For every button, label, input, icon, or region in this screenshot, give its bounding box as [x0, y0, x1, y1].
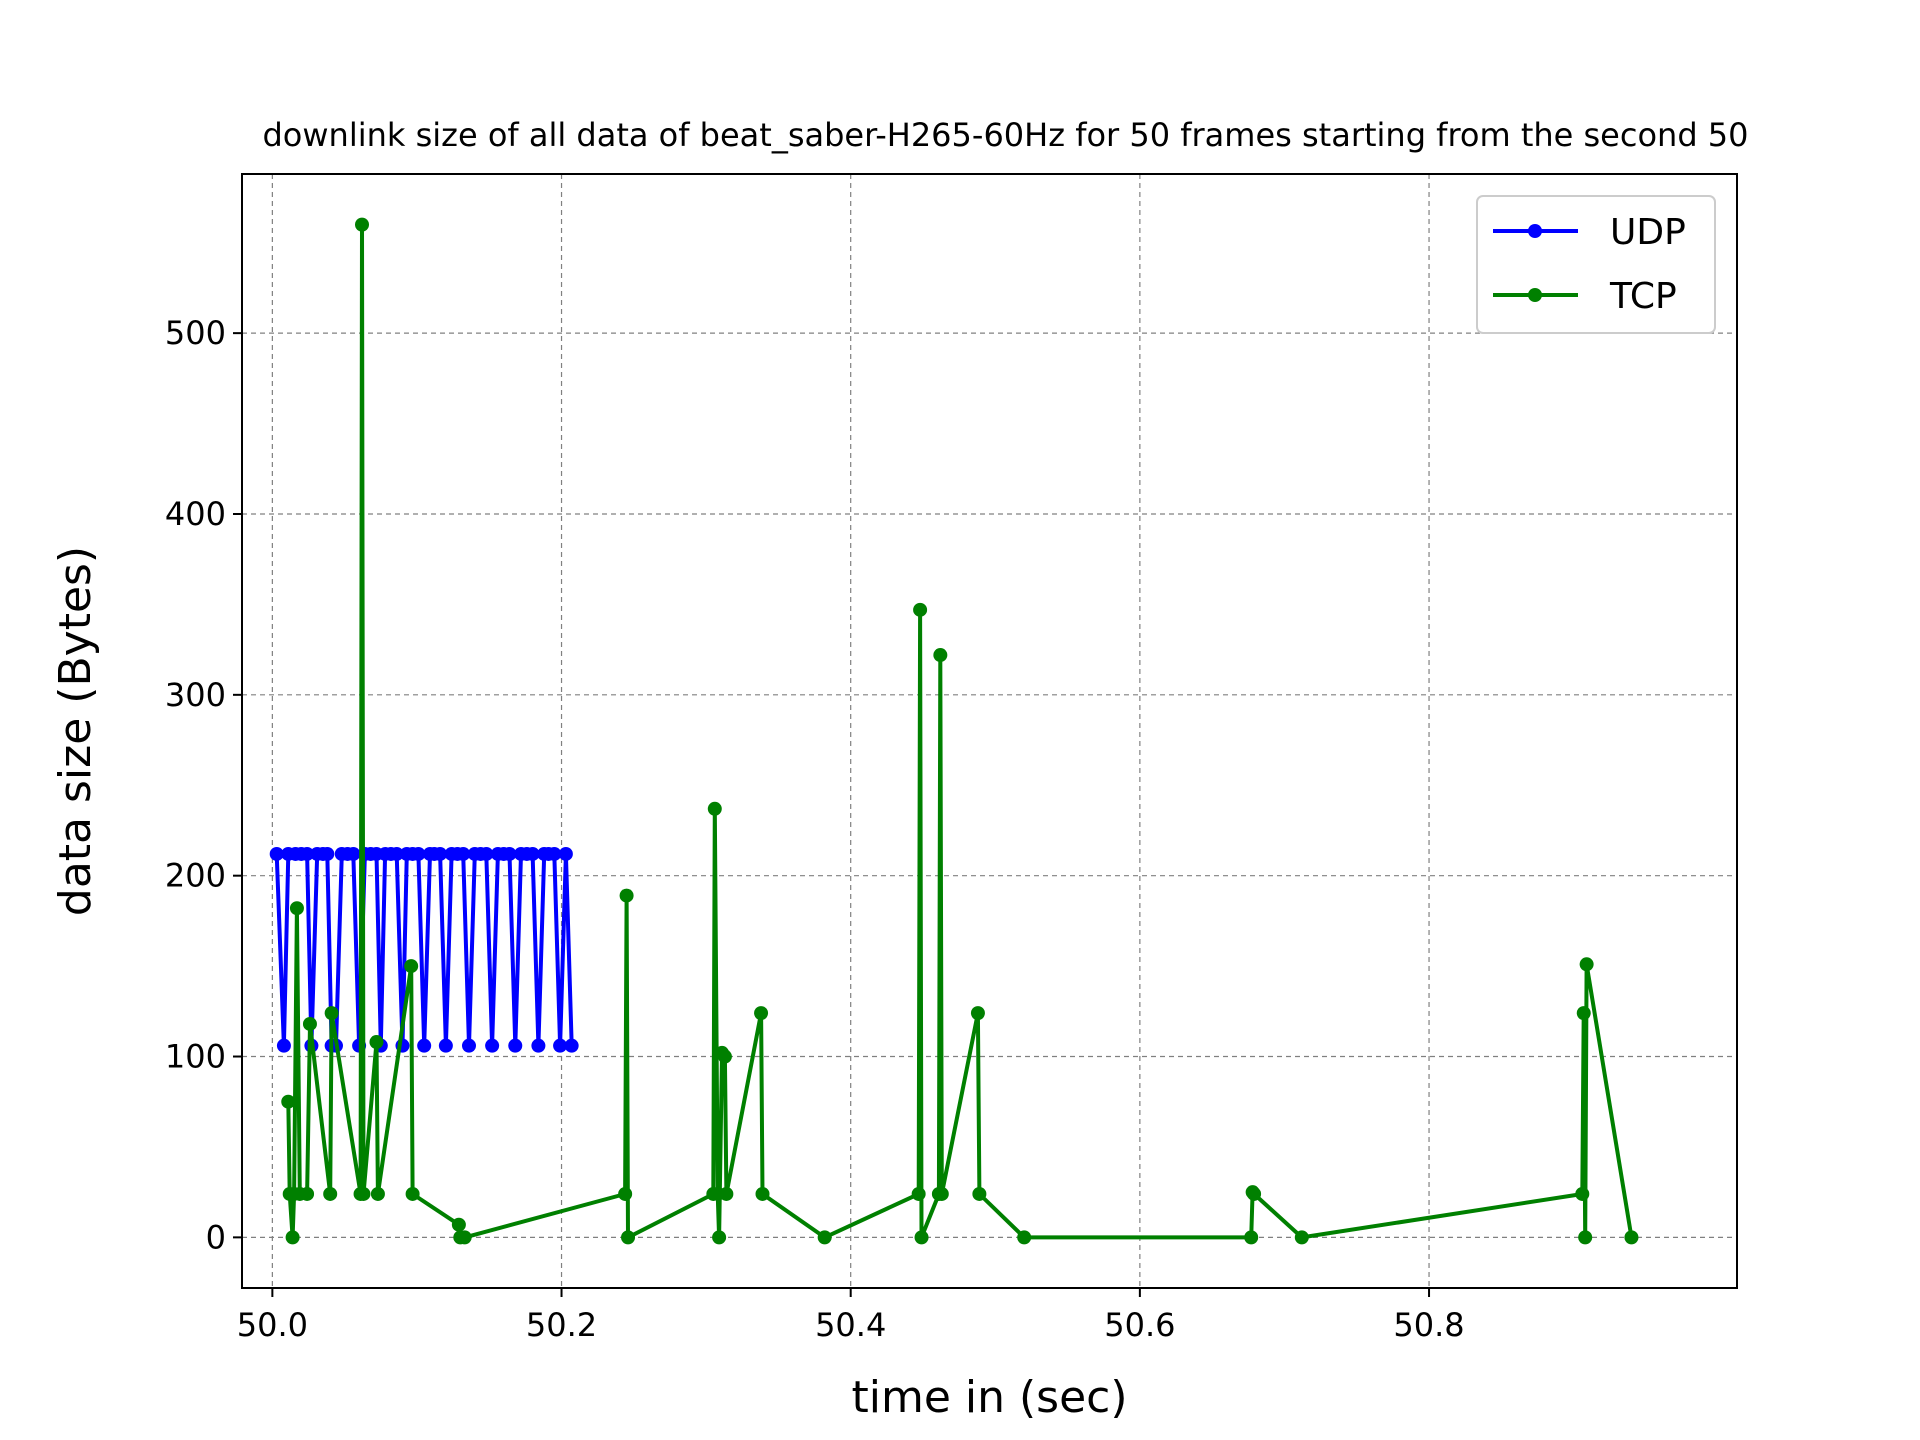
udp-point: [547, 846, 562, 861]
x-axis-label: time in (sec): [851, 1372, 1127, 1423]
legend-tcp-label: TCP: [1609, 276, 1677, 317]
udp-point: [320, 846, 335, 861]
udp-point: [438, 1038, 453, 1053]
tcp-point: [300, 1186, 315, 1201]
udp-point: [417, 1038, 432, 1053]
udp-point: [508, 1038, 523, 1053]
tcp-point: [913, 602, 928, 617]
y-axis-label: data size (Bytes): [50, 546, 101, 916]
udp-point: [485, 1038, 500, 1053]
y-tick-label: 400: [165, 495, 226, 533]
legend-udp-label: UDP: [1610, 212, 1686, 253]
y-tick-label: 500: [165, 314, 226, 352]
tcp-point: [369, 1035, 384, 1050]
y-tick-label: 200: [165, 857, 226, 895]
x-tick-label: 50.6: [1104, 1306, 1175, 1344]
udp-point: [525, 846, 540, 861]
udp-point: [461, 1038, 476, 1053]
tcp-point: [289, 901, 304, 916]
tcp-point: [356, 1186, 371, 1201]
udp-point: [456, 846, 471, 861]
tcp-point: [324, 1006, 339, 1021]
tcp-point: [1247, 1186, 1262, 1201]
legend-tcp-marker: [1528, 288, 1542, 302]
tcp-point: [1017, 1230, 1032, 1245]
tcp-point: [1575, 1186, 1590, 1201]
tcp-point: [933, 648, 948, 663]
tcp-point: [1244, 1230, 1259, 1245]
tcp-point: [817, 1230, 832, 1245]
tcp-point: [621, 1230, 636, 1245]
udp-point: [411, 846, 426, 861]
udp-point: [531, 1038, 546, 1053]
tcp-point: [404, 959, 419, 974]
tcp-point: [911, 1186, 926, 1201]
x-tick-label: 50.4: [815, 1306, 886, 1344]
udp-point: [300, 846, 315, 861]
udp-point: [389, 846, 404, 861]
grid: [242, 174, 1737, 1288]
tcp-point: [285, 1230, 300, 1245]
tcp-point: [281, 1094, 296, 1109]
tcp-point: [719, 1186, 734, 1201]
udp-point: [564, 1038, 579, 1053]
tcp-point: [707, 801, 722, 816]
tcp-point: [1294, 1230, 1309, 1245]
tcp-point: [302, 1016, 317, 1031]
tcp-point: [914, 1230, 929, 1245]
y-tick-label: 100: [165, 1038, 226, 1076]
chart-title: downlink size of all data of beat_saber-…: [262, 116, 1748, 154]
tcp-point: [712, 1230, 727, 1245]
udp-point: [269, 846, 284, 861]
x-tick-label: 50.8: [1393, 1306, 1464, 1344]
plot-area-frame: [241, 173, 1738, 1289]
tcp-point: [1579, 957, 1594, 972]
tcp-point: [619, 888, 634, 903]
tcp-point: [405, 1186, 420, 1201]
tcp-point: [1576, 1006, 1591, 1021]
series-layer: [269, 217, 1639, 1245]
x-tick-label: 50.2: [526, 1306, 597, 1344]
tcp-point: [451, 1217, 466, 1232]
udp-line: [274, 852, 574, 1048]
udp-point: [502, 846, 517, 861]
legend-udp-marker: [1528, 224, 1542, 238]
tcp-point: [972, 1186, 987, 1201]
y-tick-label: 300: [165, 676, 226, 714]
tcp-point: [618, 1186, 633, 1201]
udp-point: [479, 846, 494, 861]
tcp-point: [355, 217, 370, 232]
tcp-point: [717, 1049, 732, 1064]
tcp-line: [286, 222, 1634, 1240]
udp-point: [276, 1038, 291, 1053]
tcp-point: [457, 1230, 472, 1245]
udp-point: [346, 846, 361, 861]
tcp-point: [323, 1186, 338, 1201]
tcp-point: [370, 1186, 385, 1201]
udp-point: [433, 846, 448, 861]
tcp-series: [281, 217, 1639, 1245]
tcp-point: [755, 1186, 770, 1201]
udp-point: [558, 846, 573, 861]
tcp-point: [970, 1006, 985, 1021]
udp-point: [553, 1038, 568, 1053]
tcp-point: [1624, 1230, 1639, 1245]
y-tick-label: 0: [206, 1218, 226, 1256]
tcp-point: [754, 1006, 769, 1021]
legend: UDP TCP: [1476, 195, 1716, 334]
axis-ticks: 50.0 50.2 50.4 50.6 50.8 0 100 200 300 400 500: [165, 314, 1465, 1344]
x-tick-label: 50.0: [237, 1306, 308, 1344]
tcp-point: [934, 1186, 949, 1201]
tcp-point: [1578, 1230, 1593, 1245]
